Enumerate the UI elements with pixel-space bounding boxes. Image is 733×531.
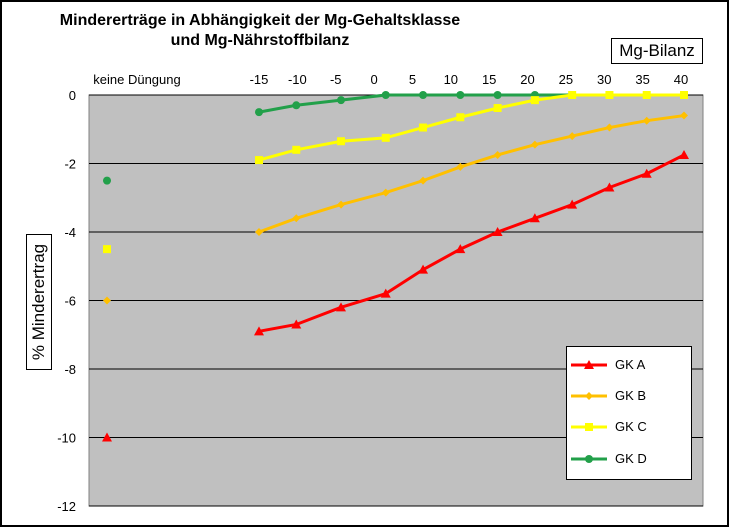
y-tick-label: -2: [64, 157, 76, 172]
x-tick-label: 5: [409, 72, 416, 87]
data-point-gk-d: [419, 91, 428, 99]
x-tick-label: 0: [370, 72, 377, 87]
data-point-gk-c: [642, 91, 651, 99]
series-line-gk-b: [258, 114, 685, 234]
data-point-gk-a: [418, 264, 429, 274]
x-tick-label: 20: [520, 72, 534, 87]
y-tick-label: -6: [64, 294, 76, 309]
data-point-gk-c: [680, 91, 688, 99]
legend-item-gk-a: GK A: [567, 355, 691, 375]
data-point-gk-c: [493, 104, 502, 113]
legend-marker-gk-a: [571, 360, 607, 369]
data-point-gk-c: [255, 156, 263, 165]
data-point-gk-b: [568, 132, 577, 141]
x-axis-label: Mg-Bilanz: [611, 38, 703, 64]
data-point-gk-a: [291, 319, 302, 329]
data-point-gk-b: [605, 123, 614, 132]
legend-marker-shape: [585, 392, 593, 400]
data-point-gk-a: [641, 168, 652, 178]
chart-title-line2: und Mg-Nährstoffbilanz: [170, 32, 350, 49]
data-point-gk-b: [381, 188, 390, 197]
legend: GK A GK B GK C GK D: [566, 346, 692, 480]
y-tick-label: -10: [57, 431, 76, 446]
x-tick-label: -15: [250, 72, 269, 87]
data-point-gk-a: [679, 149, 689, 159]
x-tick-label: -10: [288, 72, 307, 87]
data-point-gk-a: [380, 288, 391, 298]
data-point-gk-b: [292, 214, 301, 223]
data-point-gk-b: [493, 150, 502, 159]
data-point-gk-c: [419, 123, 428, 132]
legend-marker-gk-c: [571, 423, 607, 431]
no-fertilization-label: keine Düngung: [93, 72, 180, 87]
data-point-gk-a: [567, 199, 578, 209]
no-fertilization-point-gk-a: [102, 432, 112, 442]
data-point-gk-d: [493, 91, 502, 99]
data-point-gk-d: [337, 96, 346, 105]
data-point-gk-d: [255, 108, 263, 117]
legend-marker-shape: [584, 360, 594, 369]
legend-label-gk-d: GK D: [615, 451, 647, 466]
data-point-gk-b: [530, 140, 539, 149]
x-tick-label: 40: [674, 72, 688, 87]
data-point-gk-a: [455, 244, 466, 254]
y-tick-label: -12: [57, 499, 76, 514]
legend-marker-gk-b: [571, 392, 607, 400]
y-tick-label: -8: [64, 362, 76, 377]
data-point-gk-d: [381, 91, 390, 99]
y-axis-label-box: % Minderertrag: [26, 234, 52, 370]
data-point-gk-b: [337, 200, 346, 209]
x-tick-label: 10: [444, 72, 458, 87]
series-line-gk-a: [258, 153, 685, 333]
data-point-gk-b: [456, 162, 465, 171]
x-tick-label: 25: [559, 72, 573, 87]
chart-title-line1: Mindererträge in Abhängigkeit der Mg-Geh…: [59, 12, 461, 29]
data-point-gk-c: [292, 145, 301, 154]
no-fertilization-point-gk-c: [103, 245, 111, 254]
x-tick-label: 35: [635, 72, 649, 87]
data-point-gk-a: [336, 302, 347, 312]
no-fertilization-point-gk-b: [103, 296, 111, 305]
legend-marker-shape: [585, 423, 593, 431]
data-point-gk-c: [456, 113, 465, 122]
data-point-gk-d: [292, 101, 301, 110]
x-tick-label: 30: [597, 72, 611, 87]
legend-label-gk-b: GK B: [615, 388, 647, 403]
legend-label-gk-c: GK C: [615, 419, 647, 434]
y-tick-label: 0: [69, 88, 76, 103]
data-point-gk-b: [680, 111, 688, 120]
legend-marker-gk-d: [571, 455, 607, 463]
data-point-gk-c: [568, 91, 577, 99]
data-point-gk-c: [337, 137, 346, 146]
legend-item-gk-d: GK D: [567, 449, 691, 469]
data-point-gk-b: [419, 176, 428, 185]
data-point-gk-b: [255, 228, 263, 236]
data-point-gk-a: [254, 326, 264, 336]
legend-item-gk-c: GK C: [567, 417, 691, 437]
legend-label-gk-a: GK A: [615, 357, 646, 372]
data-point-gk-c: [605, 91, 614, 99]
data-point-gk-c: [381, 133, 390, 142]
legend-item-gk-b: GK B: [567, 386, 691, 406]
y-axis-label: % Minderertrag: [29, 243, 48, 361]
data-point-gk-a: [529, 213, 540, 223]
data-point-gk-a: [492, 227, 503, 236]
data-point-gk-a: [604, 182, 615, 192]
x-tick-label: 15: [482, 72, 496, 87]
x-tick-label: -5: [330, 72, 342, 87]
data-point-gk-c: [530, 96, 539, 105]
legend-marker-shape: [585, 455, 593, 463]
data-point-gk-d: [456, 91, 465, 99]
no-fertilization-point-gk-d: [103, 176, 111, 185]
series-line-gk-c: [258, 93, 684, 162]
data-point-gk-b: [642, 116, 651, 125]
y-tick-label: -4: [64, 225, 76, 240]
